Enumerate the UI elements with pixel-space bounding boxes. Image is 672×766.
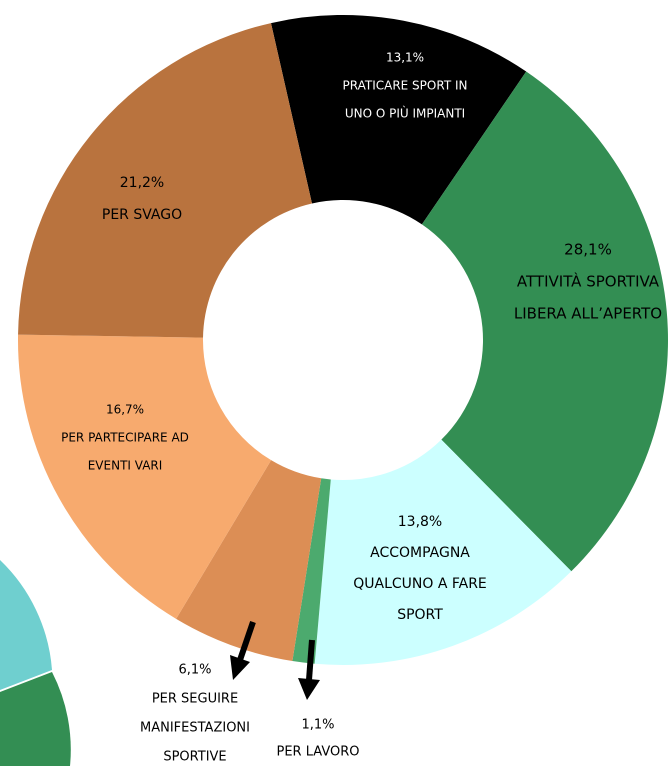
category-label: PER SEGUIRE bbox=[152, 692, 238, 707]
slice bbox=[292, 478, 331, 664]
slice bbox=[17, 334, 272, 619]
arrows bbox=[230, 621, 320, 700]
value-label: 28,1% bbox=[564, 241, 612, 259]
arrow-head bbox=[298, 678, 320, 700]
arrow-head bbox=[230, 655, 250, 680]
arrow bbox=[237, 621, 256, 661]
category-label: PER LAVORO bbox=[277, 745, 360, 760]
slice bbox=[176, 460, 322, 662]
slice bbox=[18, 23, 312, 338]
slice bbox=[314, 439, 572, 666]
slice bbox=[421, 71, 668, 572]
category-label: SPORTIVE bbox=[163, 750, 226, 765]
category-label: ACCOMPAGNA bbox=[370, 545, 470, 561]
category-label: MANIFESTAZIONI bbox=[140, 721, 250, 736]
arrow bbox=[306, 639, 315, 681]
labels: 13,1% PRATICARE SPORT IN UNO O PIÙ IMPIANT… bbox=[61, 51, 662, 765]
category-label: SPORT bbox=[397, 607, 443, 623]
partial-slice bbox=[0, 672, 71, 766]
category-label: LIBERA ALL’APERTO bbox=[514, 305, 662, 323]
value-label: 16,7% bbox=[106, 403, 144, 417]
category-label: QUALCUNO A FARE bbox=[353, 576, 487, 592]
category-label: PER PARTECIPARE AD bbox=[61, 431, 189, 445]
category-label: UNO O PIÙ IMPIANTI bbox=[345, 106, 465, 121]
value-label: 13,1% bbox=[386, 51, 424, 65]
category-label: EVENTI VARI bbox=[88, 459, 163, 473]
category-label: PER SVAGO bbox=[102, 207, 182, 223]
value-label: 1,1% bbox=[301, 718, 334, 733]
slice bbox=[270, 14, 527, 225]
slices bbox=[17, 14, 668, 666]
category-label: PRATICARE SPORT IN bbox=[343, 79, 468, 93]
partial-second-chart bbox=[0, 560, 71, 766]
value-label: 21,2% bbox=[120, 175, 164, 191]
value-label: 13,8% bbox=[398, 514, 442, 530]
category-label: ATTIVITÀ SPORTIVA bbox=[517, 272, 660, 291]
partial-slice bbox=[0, 560, 52, 690]
value-label: 6,1% bbox=[178, 663, 211, 678]
